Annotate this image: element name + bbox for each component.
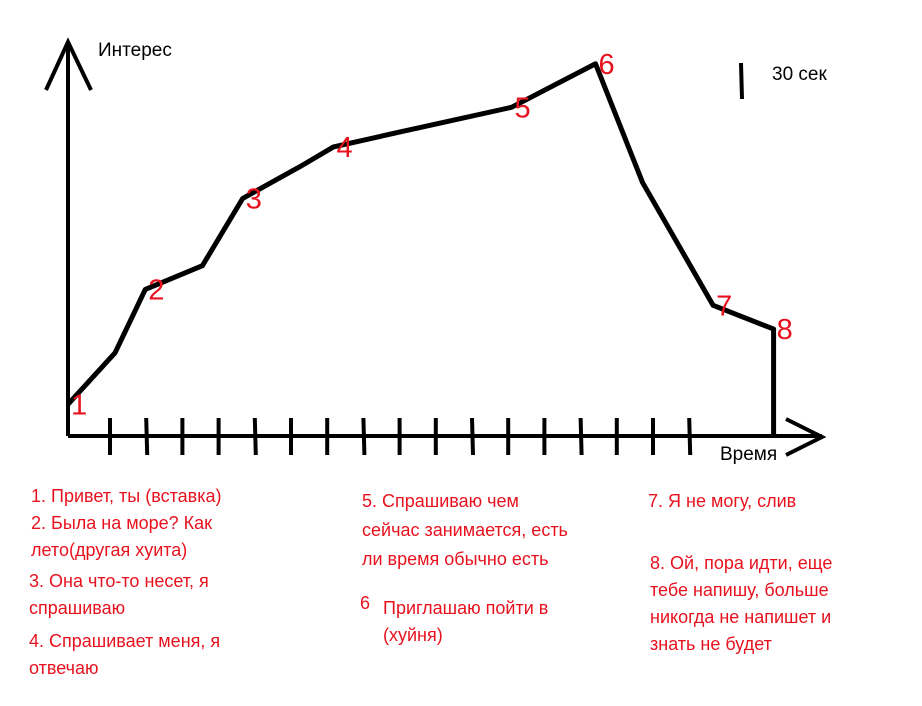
x-tick bbox=[144, 417, 150, 456]
note-5-line: сейчас занимается, есть bbox=[362, 520, 568, 540]
note-6-line: (хуйня) bbox=[383, 625, 443, 645]
note-4: 4. Спрашивает меня, я отвечаю bbox=[29, 628, 220, 682]
x-tick bbox=[361, 417, 367, 456]
note-8-line: тебе напишу, больше bbox=[650, 580, 829, 600]
point-label-5: 5 bbox=[515, 92, 531, 124]
note-4-line: 4. Спрашивает меня, я bbox=[29, 631, 221, 651]
note-8-line: никогда не напишет и bbox=[650, 607, 832, 627]
note-2-line: лето(другая хуита) bbox=[31, 540, 188, 560]
x-tick bbox=[687, 417, 693, 456]
note-3-line: 3. Она что-то несет, я bbox=[29, 571, 209, 591]
point-label-3: 3 bbox=[246, 183, 262, 215]
x-axis-ticks bbox=[108, 417, 693, 456]
x-tick bbox=[578, 417, 584, 456]
point-label-7: 7 bbox=[716, 290, 732, 322]
note-5: 5. Спрашиваю чем сейчас занимается, есть… bbox=[362, 487, 568, 574]
note-4-line: отвечаю bbox=[29, 658, 99, 678]
note-8-line: 8. Ой, пора идти, еще bbox=[650, 553, 833, 573]
y-axis-label: Интерес bbox=[98, 40, 172, 61]
note-7-line: 7. Я не могу, слив bbox=[648, 491, 797, 511]
y-axis-arrowhead bbox=[44, 37, 93, 91]
scale-label: 30 сек bbox=[772, 64, 827, 85]
note-7: 7. Я не могу, слив bbox=[648, 488, 796, 515]
point-label-2: 2 bbox=[148, 274, 164, 306]
note-8: 8. Ой, пора идти, еще тебе напишу, больш… bbox=[650, 550, 832, 658]
x-tick bbox=[252, 417, 258, 456]
note-5-line: ли время обычно есть bbox=[362, 549, 549, 569]
note-6: Приглашаю пойти в (хуйня) bbox=[383, 595, 548, 649]
interest-line bbox=[66, 61, 777, 436]
note-6-number: 6 bbox=[360, 593, 371, 613]
point-label-6: 6 bbox=[599, 49, 615, 81]
x-axis-arrowhead bbox=[785, 417, 827, 457]
note-3-line: спрашиваю bbox=[29, 598, 126, 618]
x-axis-label: Время bbox=[720, 444, 778, 465]
note-6-line: Приглашаю пойти в bbox=[383, 598, 549, 618]
point-label-8: 8 bbox=[777, 314, 793, 346]
point-labels: 1 2 3 4 5 6 7 8 bbox=[71, 49, 793, 422]
point-label-4: 4 bbox=[336, 132, 352, 164]
note-1-line: 1. Привет, ты (вставка) bbox=[31, 486, 222, 506]
x-tick bbox=[470, 417, 475, 456]
note-2-line: 2. Была на море? Как bbox=[31, 513, 213, 533]
note-1: 1. Привет, ты (вставка) bbox=[31, 483, 221, 510]
note-3: 3. Она что-то несет, я спрашиваю bbox=[29, 568, 209, 622]
scale-marker bbox=[739, 62, 744, 100]
note-2: 2. Была на море? Как лето(другая хуита) bbox=[31, 510, 212, 564]
note-5-line: 5. Спрашиваю чем bbox=[362, 491, 519, 511]
note-8-line: знать не будет bbox=[650, 634, 772, 654]
point-label-1: 1 bbox=[71, 389, 87, 421]
